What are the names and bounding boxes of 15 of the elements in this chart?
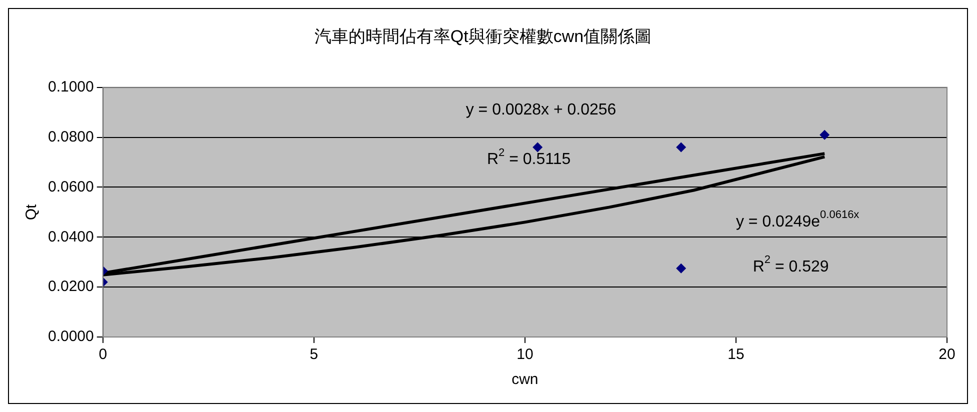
- x-tick-label: 10: [516, 346, 534, 364]
- x-axis-title: cwn: [512, 371, 538, 388]
- x-tick-label: 0: [98, 346, 108, 364]
- y-tick-label: 0.1000: [48, 78, 94, 96]
- y-tick-label: 0.0800: [48, 128, 94, 146]
- y-tick-label: 0.0200: [48, 278, 94, 296]
- x-tick-label: 5: [310, 346, 318, 364]
- y-tick-label: 0.0000: [48, 328, 94, 346]
- y-axis-title: Qt: [23, 203, 40, 220]
- x-tick-label: 15: [728, 346, 744, 364]
- y-tick-label: 0.0600: [48, 178, 94, 196]
- annotation: y = 0.0028x + 0.0256: [466, 101, 616, 118]
- chart-title: 汽車的時間佔有率Qt與衝突權數cwn值關係圖: [314, 26, 652, 46]
- x-tick-label: 20: [938, 346, 956, 364]
- y-tick-label: 0.0400: [48, 228, 94, 246]
